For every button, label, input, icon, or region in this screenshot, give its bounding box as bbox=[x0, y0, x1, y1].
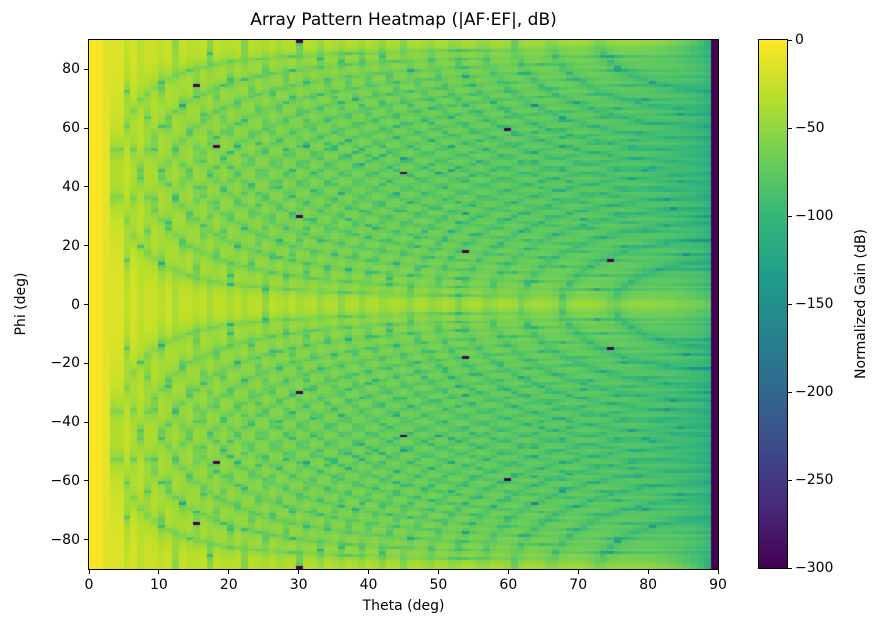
y-tick-label-40: 40 bbox=[62, 178, 80, 195]
x-tick-label-10: 10 bbox=[149, 577, 168, 593]
colorbar-tick--300 bbox=[788, 567, 792, 569]
x-tick-50 bbox=[437, 570, 439, 574]
chart-title: Array Pattern Heatmap (|AF·EF|, dB) bbox=[250, 10, 557, 30]
colorbar-tick--250 bbox=[788, 479, 792, 481]
x-tick-40 bbox=[368, 570, 370, 574]
y-tick-label-60: 60 bbox=[62, 120, 80, 137]
x-tick-90 bbox=[717, 570, 719, 574]
x-tick-label-90: 90 bbox=[709, 577, 727, 593]
x-tick-label-0: 0 bbox=[84, 577, 94, 593]
y-axis-label: Phi (deg) bbox=[13, 272, 29, 336]
x-tick-60 bbox=[507, 570, 509, 574]
y-tick-60 bbox=[84, 127, 88, 129]
y-tick-label--40: −40 bbox=[50, 414, 80, 431]
y-tick--80 bbox=[84, 539, 88, 541]
y-tick-label--80: −80 bbox=[50, 531, 80, 548]
x-tick-label-80: 80 bbox=[639, 577, 658, 593]
heatmap-plot-area bbox=[88, 39, 719, 570]
y-tick-label--60: −60 bbox=[50, 472, 80, 489]
heatmap-canvas bbox=[89, 40, 718, 569]
colorbar-tick-label--300: −300 bbox=[795, 560, 834, 576]
x-tick-label-70: 70 bbox=[569, 577, 588, 593]
x-tick-label-50: 50 bbox=[429, 577, 448, 593]
x-tick-30 bbox=[298, 570, 300, 574]
x-tick-label-40: 40 bbox=[359, 577, 378, 593]
x-tick-label-30: 30 bbox=[289, 577, 308, 593]
colorbar-tick-label-0: 0 bbox=[795, 32, 804, 48]
colorbar-tick--50 bbox=[788, 127, 792, 129]
x-tick-0 bbox=[88, 570, 90, 574]
x-tick-80 bbox=[647, 570, 649, 574]
y-tick--40 bbox=[84, 421, 88, 423]
colorbar-tick-label--150: −150 bbox=[795, 296, 834, 312]
x-tick-10 bbox=[158, 570, 160, 574]
colorbar-tick--100 bbox=[788, 215, 792, 217]
colorbar-label: Normalized Gain (dB) bbox=[853, 229, 869, 379]
y-tick-label-20: 20 bbox=[62, 237, 80, 254]
colorbar-tick--200 bbox=[788, 391, 792, 393]
y-tick-label-0: 0 bbox=[71, 296, 80, 313]
y-tick-80 bbox=[84, 68, 88, 70]
x-tick-label-20: 20 bbox=[219, 577, 238, 593]
y-tick-40 bbox=[84, 186, 88, 188]
y-tick-0 bbox=[84, 304, 88, 305]
colorbar-tick-label--200: −200 bbox=[795, 384, 834, 400]
colorbar-tick-0 bbox=[788, 39, 792, 41]
colorbar-tick--150 bbox=[788, 303, 792, 305]
colorbar-gradient-canvas bbox=[759, 40, 787, 568]
x-tick-70 bbox=[577, 570, 579, 574]
colorbar bbox=[758, 39, 788, 569]
x-tick-label-60: 60 bbox=[499, 577, 518, 593]
y-tick-20 bbox=[84, 245, 88, 247]
x-tick-20 bbox=[228, 570, 230, 574]
y-tick-label-80: 80 bbox=[62, 61, 80, 78]
colorbar-tick-label--250: −250 bbox=[795, 472, 834, 488]
colorbar-tick-label--100: −100 bbox=[795, 208, 834, 224]
y-tick--20 bbox=[84, 362, 88, 364]
colorbar-tick-label--50: −50 bbox=[795, 120, 825, 136]
x-axis-label: Theta (deg) bbox=[362, 598, 445, 614]
y-tick-label--20: −20 bbox=[50, 355, 80, 372]
y-tick--60 bbox=[84, 480, 88, 482]
